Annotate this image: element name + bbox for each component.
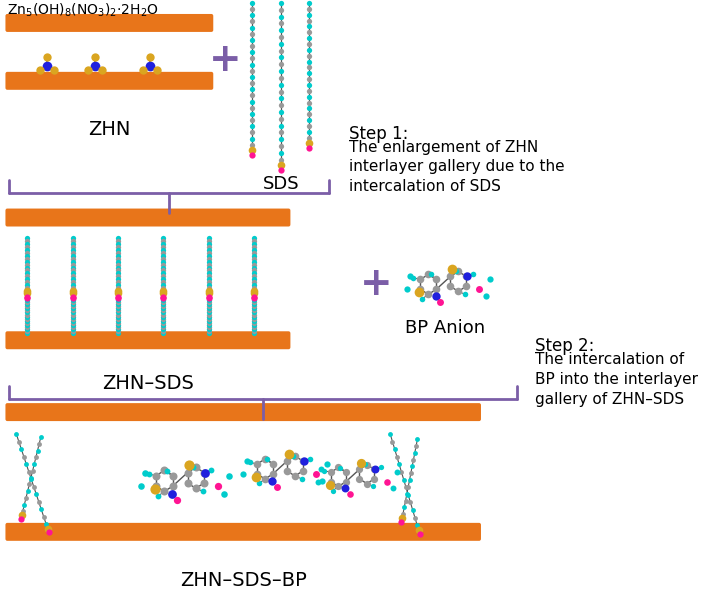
Text: ZHN–SDS: ZHN–SDS — [102, 374, 194, 393]
Text: ZHN: ZHN — [88, 120, 131, 139]
FancyBboxPatch shape — [6, 72, 213, 90]
Text: ZHN–SDS–BP: ZHN–SDS–BP — [180, 571, 307, 590]
FancyBboxPatch shape — [6, 523, 481, 541]
Text: BP Anion: BP Anion — [405, 320, 485, 337]
Text: The intercalation of
BP into the interlayer
gallery of ZHN–SDS: The intercalation of BP into the interla… — [536, 352, 699, 407]
Text: SDS: SDS — [263, 174, 300, 193]
Text: Step 1:: Step 1: — [350, 125, 409, 143]
Text: +: + — [209, 41, 242, 79]
Text: Zn$_5$(OH)$_8$(NO$_3$)$_2$$\cdot$2H$_2$O: Zn$_5$(OH)$_8$(NO$_3$)$_2$$\cdot$2H$_2$O — [7, 2, 159, 20]
FancyBboxPatch shape — [6, 208, 290, 227]
Text: +: + — [360, 265, 393, 303]
FancyBboxPatch shape — [6, 403, 481, 421]
Text: Step 2:: Step 2: — [536, 337, 595, 355]
FancyBboxPatch shape — [6, 14, 213, 32]
FancyBboxPatch shape — [6, 331, 290, 349]
Text: The enlargement of ZHN
interlayer gallery due to the
intercalation of SDS: The enlargement of ZHN interlayer galler… — [350, 140, 565, 195]
